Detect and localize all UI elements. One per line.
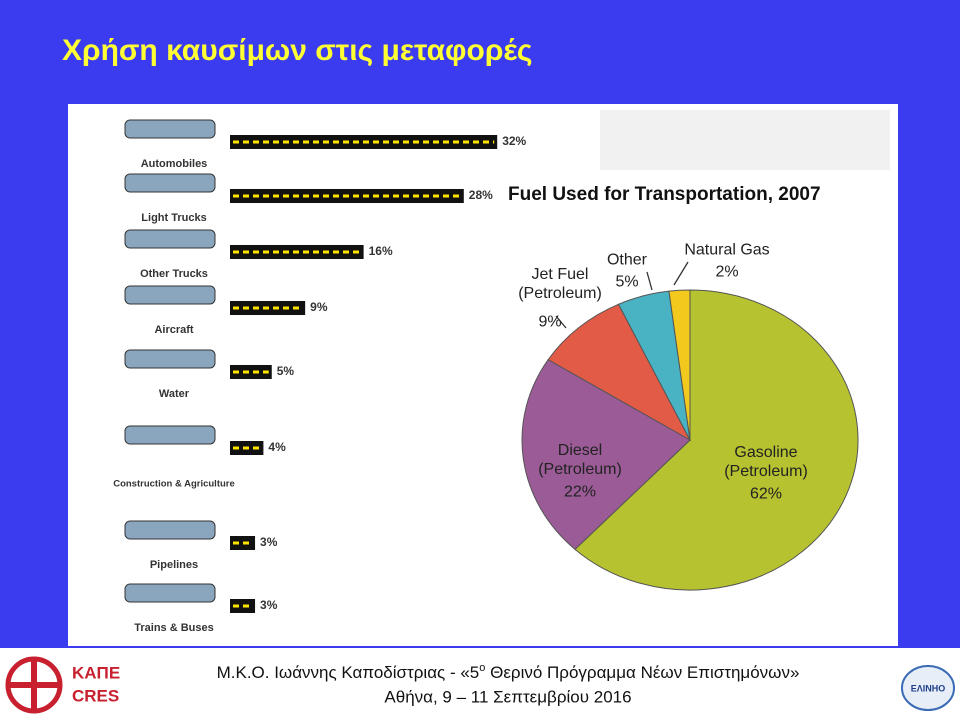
logo-bar — [7, 682, 61, 688]
footer-line: Μ.Κ.Ο. Ιωάννης Καποδίστριας - «5ο Θερινό… — [217, 662, 800, 683]
value-label: 3% — [260, 535, 278, 549]
icon — [124, 425, 216, 445]
category-label: Pipelines — [150, 559, 198, 571]
icon — [124, 285, 216, 305]
icon — [124, 173, 216, 193]
slice-label: Jet Fuel (Petroleum) — [518, 266, 602, 302]
pie-slice — [521, 358, 691, 551]
icon — [124, 229, 216, 249]
pie-title: Fuel Used for Transportation, 2007 — [508, 184, 821, 205]
category-label: Other Trucks — [140, 268, 208, 280]
value-label: 16% — [369, 244, 393, 258]
category-label: Water — [159, 388, 190, 400]
icon — [124, 119, 216, 139]
slice-label: Natural Gas — [684, 241, 770, 259]
value-label: 28% — [469, 188, 493, 202]
category-label: Trains & Buses — [134, 622, 213, 634]
bar — [230, 536, 256, 550]
category-label: Aircraft — [154, 324, 193, 336]
footer-band — [0, 648, 960, 720]
value-label: 3% — [260, 598, 278, 612]
logo — [5, 656, 63, 714]
value-label: 9% — [310, 300, 328, 314]
slice-value: 62% — [749, 485, 783, 503]
footer-text: Μ.Κ.Ο. Ιωάννης Καποδίστριας - «5 — [217, 663, 480, 682]
footer-text: Θερινό Πρόγραμμα Νέων Επιστημόνων» — [485, 663, 799, 682]
category-label: Automobiles — [141, 158, 208, 170]
value-label: 4% — [268, 440, 286, 454]
icon — [124, 349, 216, 369]
leader-line — [555, 315, 567, 329]
category-label: Light Trucks — [141, 212, 206, 224]
leader-line — [646, 271, 653, 291]
footer-line: Αθήνα, 9 – 11 Σεπτεμβρίου 2016 — [384, 687, 631, 706]
pie-slice — [547, 303, 692, 442]
logo-text: CRES — [72, 686, 119, 705]
value-label: 5% — [277, 364, 295, 378]
icon — [124, 583, 216, 603]
pie-slice — [574, 289, 859, 591]
leader-line — [673, 261, 689, 286]
badge-text: ΕΛΙΝΗΟ — [911, 683, 946, 693]
value-label: 32% — [502, 134, 526, 148]
bar — [230, 365, 272, 379]
footer-sup: ο — [479, 662, 485, 674]
category-label: Construction & Agriculture — [113, 479, 235, 490]
bar — [230, 599, 256, 613]
slice-label: Other — [606, 251, 647, 269]
slice-value: 2% — [715, 263, 739, 281]
slice-value: 9% — [538, 313, 562, 331]
slice-value: 22% — [563, 483, 597, 501]
leaders — [555, 261, 689, 329]
pie-slice — [668, 289, 691, 441]
icon — [124, 520, 216, 540]
slice-value: 5% — [615, 273, 639, 291]
slide-title: Χρήση καυσίμων στις μεταφορές — [62, 34, 533, 67]
slice-label: Gasoline (Petroleum) — [724, 444, 808, 480]
slice-label: Diesel (Petroleum) — [538, 442, 622, 478]
decor-image — [600, 110, 890, 170]
badge — [901, 665, 955, 711]
logo-text: ΚΑΠΕ — [72, 663, 120, 682]
